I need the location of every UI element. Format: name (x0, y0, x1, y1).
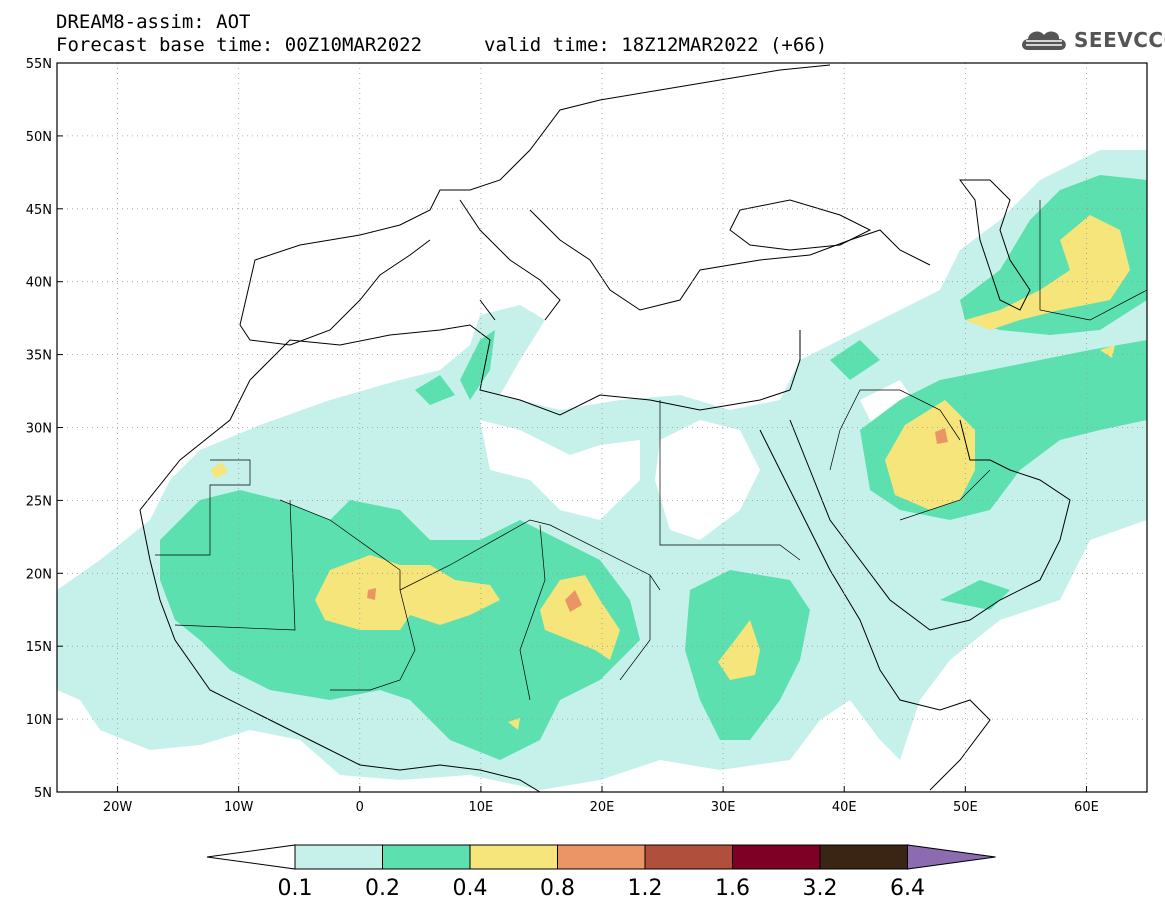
colorbar-label: 1.2 (628, 876, 663, 901)
lat-tick-label: 45N (26, 203, 52, 218)
valid-time: valid time: 18Z12MAR2022 (+66) (484, 34, 828, 56)
aot-contour-0.4 (718, 620, 760, 680)
colorbar-label: 0.1 (278, 876, 313, 901)
colorbar-segments (206, 844, 996, 870)
aot-contour-0.4 (965, 215, 1130, 330)
coastline-italy (459, 199, 561, 321)
cloud-icon (1022, 31, 1066, 50)
map-grid (57, 63, 1147, 792)
lat-tick-label: 10N (26, 713, 52, 728)
coastlines (139, 64, 1071, 792)
colorbar-segment (469, 844, 558, 870)
lon-tick-label: 30E (711, 800, 736, 815)
lat-tick-label: 50N (26, 130, 52, 145)
country-borders (155, 200, 1147, 701)
colorbar-label: 0.4 (453, 876, 488, 901)
logo-text: SEEVCCC (1074, 28, 1165, 52)
coastline-iberia (239, 239, 431, 346)
colorbar-segment (382, 844, 471, 870)
colorbar-over-triangle (907, 844, 996, 870)
lat-tick-label: 40N (26, 276, 52, 291)
lat-tick-label: 30N (26, 422, 52, 437)
lon-tick-label: 20W (103, 800, 133, 815)
colorbar-segment (819, 844, 908, 870)
forecast-base-time: Forecast base time: 00Z10MAR2022 (56, 34, 423, 56)
lat-tick-label: 35N (26, 349, 52, 364)
lat-tick-label: 5N (34, 786, 52, 801)
coastline-balkans-turkey (529, 209, 931, 311)
lon-tick-label: 10W (224, 800, 254, 815)
aot-clear-zone (200, 380, 920, 600)
aot-contour-0.4 (540, 575, 620, 660)
coastline-europe (239, 64, 831, 326)
colorbar-segment (644, 844, 733, 870)
lat-tick-label: 55N (26, 57, 52, 72)
colorbar-segment (557, 844, 646, 870)
colorbar-segment (732, 844, 821, 870)
latitude-axis: 55N 50N 45N 40N 35N 30N 25N 20N 15N 10N 5N (26, 57, 63, 801)
coastline-levant-redsea (759, 330, 1071, 791)
coastline-west-africa (139, 509, 541, 792)
coastline-black-sea (729, 199, 872, 251)
lat-tick-label: 20N (26, 567, 52, 582)
lat-tick-label: 25N (26, 494, 52, 509)
lon-tick-label: 40E (832, 800, 857, 815)
lat-tick-label: 15N (26, 640, 52, 655)
border-lines (155, 200, 1147, 701)
colorbar-label: 0.2 (365, 876, 400, 901)
lon-tick-label: 10E (469, 800, 494, 815)
lon-tick-label: 20E (590, 800, 615, 815)
coastline-north-africa (139, 324, 791, 511)
aot-contour-0.2 (415, 330, 1010, 610)
coastline-caspian (959, 179, 1031, 311)
lon-tick-label: 0 (356, 800, 364, 815)
colorbar-segment (294, 844, 383, 870)
colorbar-label: 6.4 (890, 876, 925, 901)
colorbar-label: 1.6 (715, 876, 750, 901)
colorbar-under-triangle (206, 844, 296, 870)
seevccc-logo: SEEVCCC (1018, 25, 1165, 55)
colorbar-label: 3.2 (803, 876, 838, 901)
aot-field (57, 150, 1147, 790)
longitude-axis: 20W 10W 0 10E 20E 30E 40E 50E 60E (103, 786, 1099, 815)
aot-contour-0.4 (315, 555, 500, 630)
lon-tick-label: 60E (1074, 800, 1099, 815)
lon-tick-label: 50E (953, 800, 978, 815)
colorbar-labels: 0.1 0.2 0.4 0.8 1.2 1.6 3.2 6.4 (278, 876, 926, 901)
product-title: DREAM8-assim: AOT (56, 11, 251, 33)
colorbar-label: 0.8 (540, 876, 575, 901)
